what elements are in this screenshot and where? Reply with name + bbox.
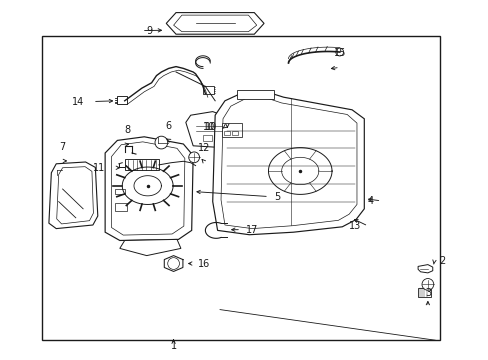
Text: 15: 15	[333, 48, 346, 58]
Bar	[117, 96, 127, 104]
Polygon shape	[185, 112, 227, 148]
Bar	[237, 90, 273, 99]
Polygon shape	[166, 13, 264, 34]
Bar	[417, 288, 430, 297]
Circle shape	[335, 48, 343, 56]
Text: 3: 3	[424, 288, 430, 298]
Text: 7: 7	[60, 142, 65, 152]
Bar	[203, 135, 211, 141]
Bar	[41, 36, 439, 340]
Circle shape	[167, 258, 179, 269]
Bar	[222, 123, 242, 137]
Text: 10: 10	[203, 122, 215, 132]
Polygon shape	[221, 98, 356, 229]
Polygon shape	[111, 142, 184, 235]
Circle shape	[155, 136, 167, 149]
Text: 5: 5	[273, 192, 280, 202]
Text: 8: 8	[124, 125, 130, 135]
Polygon shape	[49, 162, 98, 229]
Text: 10: 10	[205, 122, 217, 132]
Text: 13: 13	[348, 221, 360, 231]
Text: 14: 14	[72, 96, 84, 107]
Text: 17: 17	[245, 225, 258, 235]
Polygon shape	[417, 265, 432, 273]
Text: 16: 16	[198, 258, 210, 269]
Bar	[115, 189, 124, 194]
Text: 1: 1	[170, 341, 176, 351]
Circle shape	[188, 152, 199, 163]
Circle shape	[421, 279, 433, 290]
Polygon shape	[57, 167, 93, 224]
Bar	[203, 86, 213, 94]
Polygon shape	[105, 137, 193, 240]
Text: 6: 6	[165, 121, 171, 131]
Bar	[124, 159, 159, 170]
Text: 9: 9	[146, 26, 153, 36]
Text: 2: 2	[438, 256, 445, 266]
Polygon shape	[212, 92, 364, 235]
Text: 12: 12	[198, 143, 210, 153]
Text: 11: 11	[93, 163, 105, 173]
Polygon shape	[173, 15, 256, 32]
Polygon shape	[120, 239, 181, 256]
Bar	[232, 131, 238, 135]
Bar	[115, 203, 127, 211]
Bar	[224, 131, 229, 135]
Text: 4: 4	[367, 196, 373, 206]
